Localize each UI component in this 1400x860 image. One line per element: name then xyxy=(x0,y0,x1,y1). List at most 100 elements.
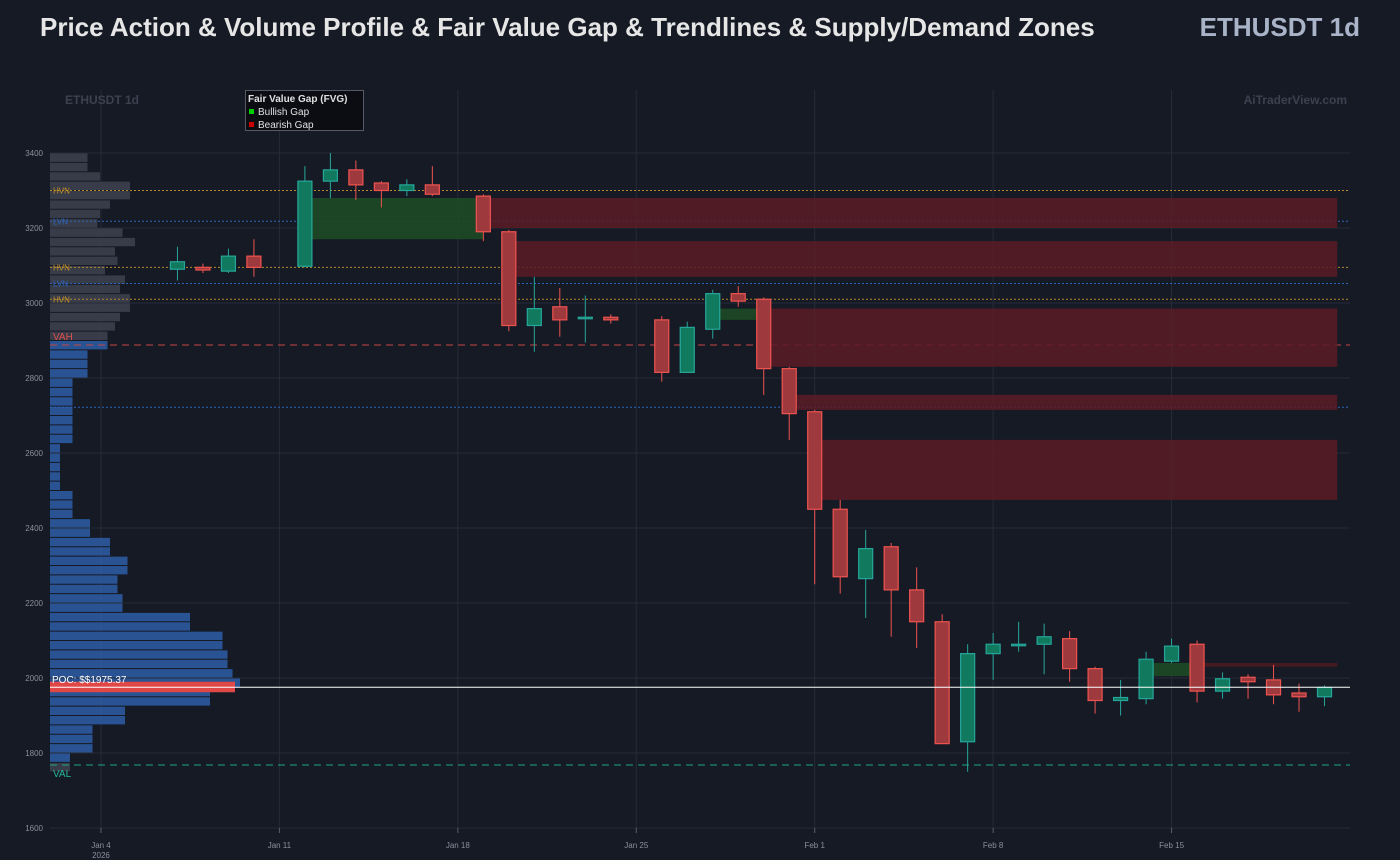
candle-body xyxy=(195,266,211,271)
volume-profile-bar xyxy=(50,509,73,519)
candle-body xyxy=(526,308,542,327)
candle xyxy=(730,286,746,307)
x-tick-label: Feb 15 xyxy=(1159,841,1184,850)
y-tick-label: 2000 xyxy=(25,674,43,683)
legend-label-bearish: Bearish Gap xyxy=(258,120,314,131)
volume-profile-bar xyxy=(50,753,70,762)
candle xyxy=(603,314,619,324)
fvg-legend: Fair Value Gap (FVG) Bullish Gap Bearish… xyxy=(245,90,364,131)
candle-body xyxy=(322,169,339,182)
legend-title: Fair Value Gap (FVG) xyxy=(248,94,348,105)
x-tick-label: Jan 18 xyxy=(446,841,471,850)
supply-zone xyxy=(789,394,1338,410)
volume-profile-bar xyxy=(50,256,118,265)
watermark-site: AiTraderView.com xyxy=(1244,93,1347,107)
candle-body xyxy=(858,548,874,580)
candle-body xyxy=(679,326,695,373)
volume-profile-bar xyxy=(50,434,73,444)
candle-body xyxy=(1011,643,1027,647)
bullish-swatch xyxy=(249,109,254,115)
volume-profile-bar xyxy=(50,219,98,228)
candle-body xyxy=(348,169,364,186)
chart-title: Price Action & Volume Profile & Fair Val… xyxy=(40,12,1095,42)
candle-body xyxy=(654,319,670,373)
candle-body xyxy=(705,293,721,330)
volume-profile-bar xyxy=(50,556,128,565)
candle-body xyxy=(1061,638,1078,670)
legend-item-bearish: Bearish Gap xyxy=(248,119,363,132)
candle-body xyxy=(1240,676,1256,683)
volume-profile-bar xyxy=(50,659,228,669)
candle-body xyxy=(399,184,415,192)
volume-profile-bar xyxy=(50,181,130,190)
volume-profile-bar xyxy=(50,172,100,181)
y-tick-label: 2800 xyxy=(25,374,43,383)
candle xyxy=(1011,621,1027,652)
supply-zone xyxy=(508,241,1338,277)
candle-body xyxy=(1036,636,1052,645)
poc-line: POC: $$1975.37 xyxy=(50,675,1350,688)
volume-profile-bar xyxy=(50,359,88,369)
volume-profile-bar xyxy=(50,200,110,209)
fvg-bullish xyxy=(1146,663,1198,677)
x-tick-label: Feb 8 xyxy=(983,841,1004,850)
candle-body xyxy=(373,182,389,192)
candle xyxy=(1112,679,1129,716)
volume-profile-bar xyxy=(50,594,123,603)
candle xyxy=(169,246,186,281)
candle xyxy=(1138,651,1154,705)
volume-profile-bar xyxy=(50,706,125,715)
volume-profile-bar xyxy=(50,500,73,509)
candle-body xyxy=(577,316,593,320)
volume-profile-bar xyxy=(50,209,100,219)
candle-body xyxy=(1189,643,1205,692)
candle-body xyxy=(1112,696,1129,702)
candle-body xyxy=(169,261,186,270)
supply-zone xyxy=(814,439,1338,500)
volume-profile-bar xyxy=(50,697,210,706)
level-label-lvn: LVN xyxy=(53,280,68,289)
candle xyxy=(756,297,772,395)
volume-profile-bar xyxy=(50,725,93,734)
candle xyxy=(373,181,389,208)
candle-body xyxy=(1163,645,1180,662)
grid xyxy=(50,90,1350,829)
volume-profile-bar xyxy=(50,294,130,303)
volume-profile-bar xyxy=(50,322,115,331)
volume-profile-bar xyxy=(50,284,120,294)
level-label-hvn: HVN xyxy=(53,187,70,196)
candle-body xyxy=(909,589,925,623)
volume-profile-bar xyxy=(50,566,128,575)
candle xyxy=(348,160,364,200)
level-label-hvn: HVN xyxy=(53,263,70,272)
volume-profile-bar xyxy=(50,378,73,387)
volume-profile-bar xyxy=(50,528,90,537)
volume-profile-bar xyxy=(50,406,73,415)
candle-body xyxy=(603,316,619,321)
candle xyxy=(1189,640,1205,703)
candle xyxy=(1265,664,1282,705)
candle xyxy=(1061,631,1078,682)
candle-body xyxy=(1214,678,1231,692)
volume-profile-bar xyxy=(50,416,73,425)
volume-profile-bar xyxy=(50,631,223,640)
volume-profile-bar xyxy=(50,153,88,162)
candle xyxy=(1291,683,1307,712)
candle-body xyxy=(781,368,797,415)
candle-body xyxy=(1138,658,1154,700)
volume-profile-bar xyxy=(50,669,233,678)
candle xyxy=(552,288,568,337)
y-tick-label: 3000 xyxy=(25,299,43,308)
candle-body xyxy=(220,255,237,272)
volume-profile-bar xyxy=(50,331,108,340)
candle xyxy=(424,166,440,197)
candle-body xyxy=(475,195,491,233)
volume-profile-bar xyxy=(50,734,93,744)
volume-profile-bar xyxy=(50,397,73,406)
candle xyxy=(858,529,874,618)
candle-body xyxy=(883,546,899,591)
candle-body xyxy=(832,508,848,578)
volume-profile-bar xyxy=(50,481,60,490)
fair-value-gaps xyxy=(304,198,1338,677)
